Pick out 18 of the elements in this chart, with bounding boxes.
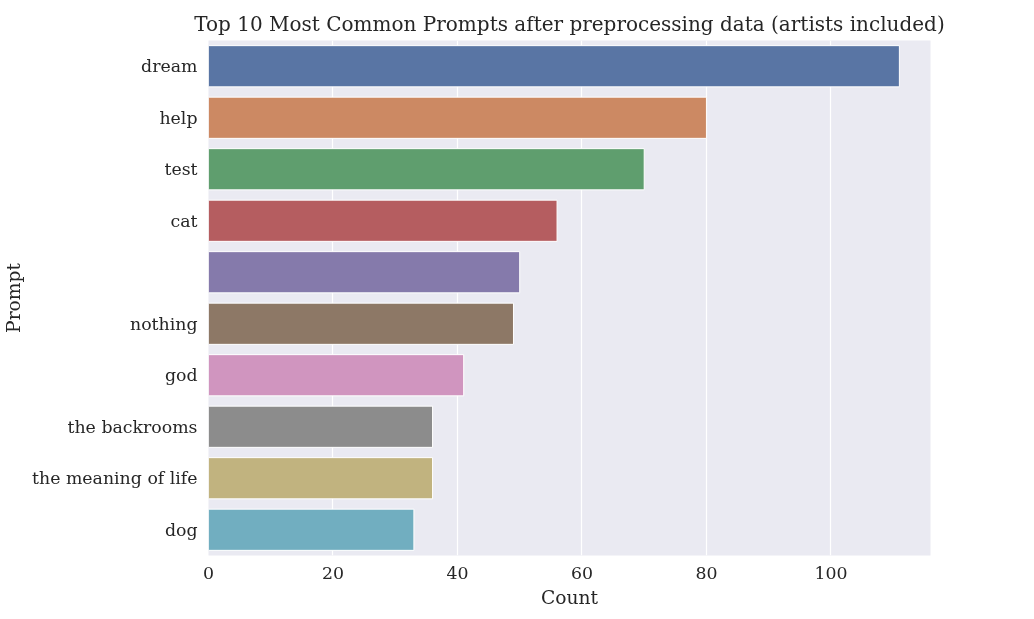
y-axis-title: Prompt <box>3 262 25 333</box>
y-tick-label: god <box>164 365 198 386</box>
chart-title: Top 10 Most Common Prompts after preprocessing data (artists included) <box>194 11 945 36</box>
x-tick-label: 80 <box>695 562 718 583</box>
x-tick-label: 100 <box>814 562 848 583</box>
y-tick-label: cat <box>170 210 198 231</box>
x-tick-label: 20 <box>321 562 345 583</box>
y-tick-label: dream <box>141 56 198 77</box>
x-tick-label: 0 <box>202 562 215 583</box>
y-tick-label: dog <box>164 519 198 540</box>
y-tick-label: test <box>164 159 198 180</box>
x-axis-title: Count <box>540 586 599 608</box>
x-tick-label: 40 <box>446 562 469 583</box>
y-tick-label: the meaning of life <box>32 468 198 489</box>
x-tick-label: 60 <box>570 562 593 583</box>
y-tick-label: the backrooms <box>67 416 198 437</box>
y-tick-label: nothing <box>129 313 198 334</box>
y-tick-label: help <box>159 107 198 128</box>
